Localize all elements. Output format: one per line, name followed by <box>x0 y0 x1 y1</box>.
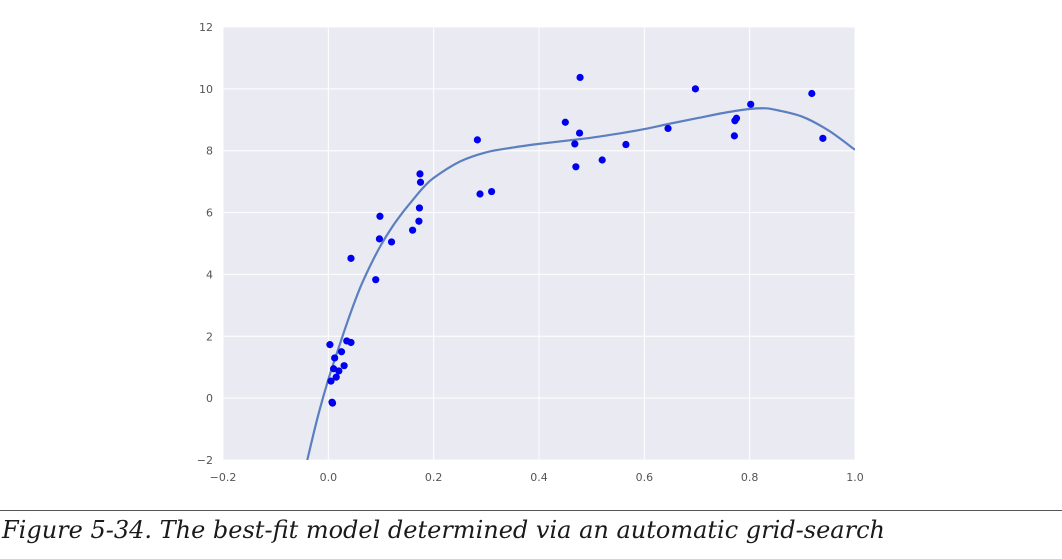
y-tick-label: 6 <box>206 207 213 220</box>
y-tick-labels: −2 0 2 4 6 8 10 12 <box>197 21 213 467</box>
data-point <box>488 187 496 196</box>
data-point <box>575 129 584 137</box>
data-point <box>572 163 580 171</box>
data-point <box>340 362 348 370</box>
y-tick-label: 2 <box>206 330 213 343</box>
data-point <box>561 118 569 126</box>
y-tick-label: 12 <box>199 21 213 34</box>
data-point <box>337 348 346 356</box>
data-point <box>808 89 816 98</box>
data-point <box>598 156 606 164</box>
data-point <box>664 124 672 133</box>
data-point <box>415 217 423 225</box>
caption-divider <box>0 510 1062 511</box>
data-point <box>326 341 334 349</box>
figure-caption: Figure 5-34. The best-fit model determin… <box>2 516 885 544</box>
x-tick-label: 1.0 <box>846 471 864 484</box>
data-point <box>691 85 700 93</box>
chart: −0.2 0.0 0.2 0.4 0.6 0.8 1.0 −2 0 2 4 6 8 10 12 <box>197 21 864 484</box>
data-point <box>328 399 337 407</box>
data-point <box>327 377 335 385</box>
data-point <box>473 136 481 144</box>
data-point <box>747 100 755 108</box>
y-tick-label: 4 <box>206 268 213 281</box>
y-tick-label: 8 <box>206 145 213 158</box>
data-point <box>376 212 384 220</box>
x-tick-label: 0.4 <box>530 471 548 484</box>
data-points <box>326 73 827 407</box>
data-point <box>730 132 738 140</box>
data-point <box>331 354 339 362</box>
x-tick-label: 0.8 <box>741 471 759 484</box>
data-point <box>476 190 484 198</box>
data-point <box>415 204 424 212</box>
data-point <box>416 170 424 178</box>
x-tick-labels: −0.2 0.0 0.2 0.4 0.6 0.8 1.0 <box>210 471 864 484</box>
data-point <box>335 367 343 375</box>
data-point <box>375 235 384 243</box>
y-tick-label: 10 <box>199 83 213 96</box>
y-tick-label: −2 <box>197 454 213 467</box>
data-point <box>409 226 417 234</box>
data-point <box>732 114 741 122</box>
fit-curve <box>306 107 855 460</box>
data-point <box>332 373 340 381</box>
data-point <box>416 178 425 186</box>
data-point <box>819 134 827 142</box>
data-point <box>347 338 355 347</box>
y-tick-label: 0 <box>206 392 213 405</box>
x-tick-label: 0.2 <box>425 471 443 484</box>
data-point <box>387 238 396 246</box>
x-tick-label: −0.2 <box>210 471 237 484</box>
data-point <box>372 276 380 284</box>
x-tick-label: 0.0 <box>320 471 338 484</box>
data-point <box>347 254 355 262</box>
x-tick-label: 0.6 <box>636 471 654 484</box>
grid-lines <box>222 26 856 461</box>
data-point <box>576 73 584 82</box>
data-point <box>622 140 630 149</box>
data-point <box>571 140 579 148</box>
